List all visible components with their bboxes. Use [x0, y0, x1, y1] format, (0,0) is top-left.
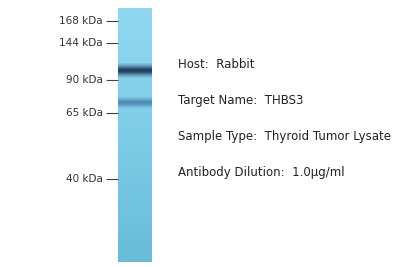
Text: Target Name:  THBS3: Target Name: THBS3	[178, 94, 303, 107]
Text: 40 kDa: 40 kDa	[66, 174, 103, 184]
Text: Sample Type:  Thyroid Tumor Lysate: Sample Type: Thyroid Tumor Lysate	[178, 130, 391, 143]
Text: Host:  Rabbit: Host: Rabbit	[178, 58, 254, 70]
Text: 90 kDa: 90 kDa	[66, 75, 103, 85]
Text: 144 kDa: 144 kDa	[59, 38, 103, 48]
Text: 168 kDa: 168 kDa	[59, 16, 103, 26]
Text: 65 kDa: 65 kDa	[66, 108, 103, 119]
Text: Antibody Dilution:  1.0µg/ml: Antibody Dilution: 1.0µg/ml	[178, 166, 345, 179]
